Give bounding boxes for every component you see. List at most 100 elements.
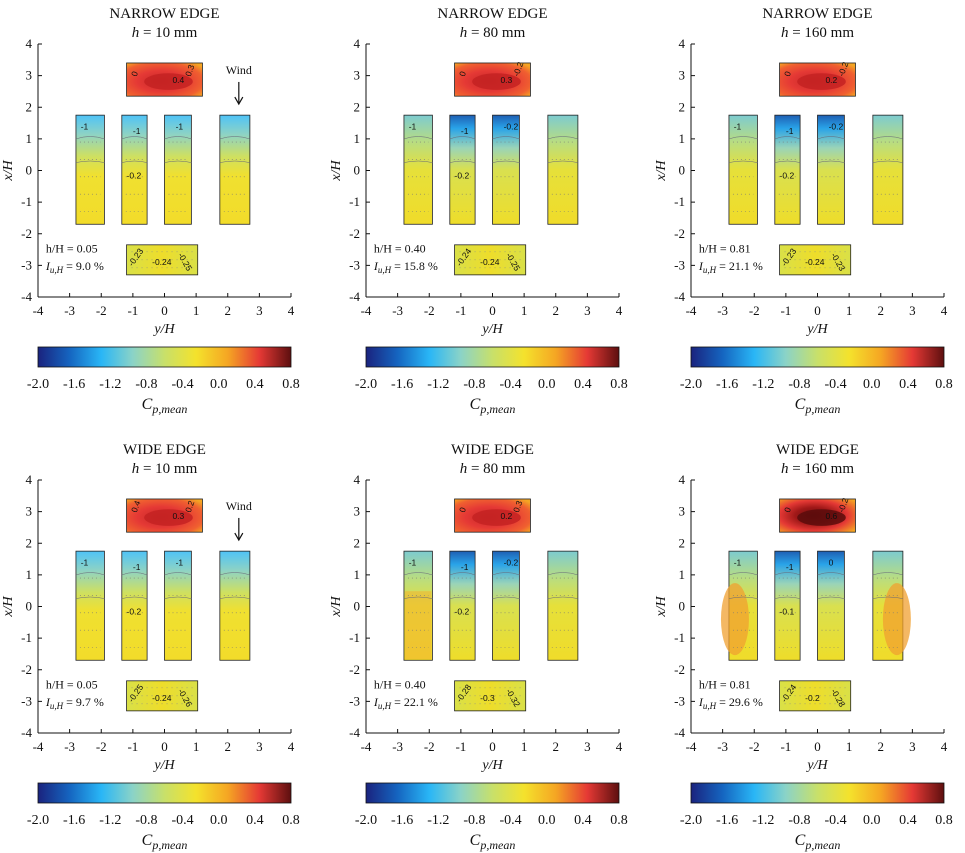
x-axis-label: y/H — [805, 758, 828, 773]
y-tick-label: 4 — [354, 472, 361, 487]
panel-3: WIDE EDGE h = 10 mm 4 3 2 1 0 -1 -2 -3 -4-4 -3 -2 -1 0… — [1, 442, 300, 852]
orange-patch — [720, 583, 749, 656]
y-tick-label: 0 — [26, 163, 33, 178]
colorbar-tick-label: -1.6 — [716, 813, 738, 828]
wall-zone — [164, 114, 192, 225]
colorbar-tick-label: -1.6 — [391, 813, 413, 828]
x-tick-label: 1 — [846, 739, 853, 754]
contour-line — [728, 160, 758, 163]
contour-line — [774, 572, 801, 576]
colorbar-tick-label: -0.8 — [788, 377, 810, 392]
colorbar-tick-label: 0.8 — [935, 377, 953, 392]
colorbar-tick-label: -0.8 — [788, 813, 810, 828]
wall-contour-label: -0.2 — [455, 606, 470, 616]
x-tick-label: 2 — [225, 303, 232, 318]
y-tick-label: -3 — [349, 693, 360, 708]
x-tick-label: 1 — [193, 303, 200, 318]
contour-line — [872, 136, 903, 140]
y-axis-label: x/H — [1, 160, 16, 182]
y-tick-label: 1 — [679, 131, 686, 146]
roof-contour-label: 0 — [457, 506, 468, 514]
panel-title: WIDE EDGE — [123, 442, 206, 458]
x-tick-label: -3 — [392, 739, 403, 754]
colorbar-tick-label: -0.8 — [463, 813, 485, 828]
contour-line — [817, 136, 845, 140]
contour-line — [121, 136, 148, 140]
windward-contour-label: -0.24 — [805, 257, 825, 267]
roof-contour-label: 0.2 — [183, 499, 197, 514]
roof-contour-label: 0.3 — [500, 75, 512, 85]
y-tick-label: -3 — [674, 257, 685, 272]
y-tick-label: -3 — [349, 257, 360, 272]
x-tick-label: -4 — [33, 739, 44, 754]
colorbar-tick-label: 0.0 — [210, 377, 228, 392]
y-tick-label: -2 — [674, 662, 685, 677]
wind-label: Wind — [226, 499, 252, 513]
y-tick-label: 2 — [679, 99, 686, 114]
y-tick-label: 0 — [354, 599, 361, 614]
wall-contour-label: -1 — [409, 557, 417, 567]
stat-turbulence: Iu,H = 9.7 % — [45, 695, 104, 711]
stat-h-ratio: h/H = 0.05 — [46, 678, 98, 692]
y-tick-label: 3 — [354, 504, 361, 519]
contour-line — [449, 136, 476, 140]
wall-zone — [728, 114, 758, 225]
y-tick-label: 3 — [26, 504, 33, 519]
stat-turbulence: Iu,H = 22.1 % — [373, 695, 438, 711]
y-tick-label: -1 — [21, 630, 32, 645]
y-tick-label: -2 — [349, 226, 360, 241]
x-tick-label: -4 — [33, 303, 44, 318]
colorbar-tick-label: -1.6 — [391, 377, 413, 392]
roof-core — [472, 509, 521, 526]
y-axis-label: x/H — [329, 160, 344, 182]
x-tick-label: 0 — [161, 739, 168, 754]
colorbar-tick-label: -0.8 — [463, 377, 485, 392]
y-tick-label: -4 — [21, 289, 32, 304]
x-tick-label: -2 — [424, 303, 435, 318]
y-tick-label: -3 — [21, 257, 32, 272]
y-tick-label: 2 — [354, 535, 361, 550]
x-tick-label: -3 — [392, 303, 403, 318]
contour-line — [547, 596, 578, 599]
x-tick-label: 0 — [489, 739, 496, 754]
colorbar-tick-label: -1.2 — [752, 377, 774, 392]
contour-line — [219, 572, 250, 576]
wall-contour-label: -1 — [176, 121, 184, 131]
panel-subtitle: h = 160 mm — [781, 461, 854, 477]
x-tick-label: -3 — [717, 739, 728, 754]
colorbar-tick-label: -1.6 — [63, 813, 85, 828]
wall-contour-label: -0.2 — [780, 170, 795, 180]
roof-contour-label: 0.2 — [500, 511, 512, 521]
x-tick-label: -2 — [96, 303, 107, 318]
colorbar-tick-label: -1.2 — [99, 813, 121, 828]
contour-line — [817, 572, 845, 576]
contour-line — [492, 596, 520, 599]
roof-core — [144, 73, 193, 90]
panel-4: WIDE EDGE h = 80 mm 4 3 2 1 0 -1 -2 -3 -4-4 -3 -2 -1 0… — [329, 442, 628, 852]
roof-contour-label: -0.2 — [836, 60, 850, 77]
y-tick-label: -2 — [21, 226, 32, 241]
contour-line — [403, 160, 433, 163]
wall-zone — [872, 114, 904, 225]
colorbar-tick-label: -0.4 — [824, 377, 846, 392]
colorbar — [690, 346, 945, 368]
wall-zone — [449, 550, 476, 661]
colorbar-tick-label: 0.4 — [246, 377, 264, 392]
y-tick-label: -3 — [674, 693, 685, 708]
colorbar-tick-label: 0.0 — [210, 813, 228, 828]
contour-line — [492, 136, 520, 140]
wall-zone — [75, 550, 105, 661]
x-tick-label: 3 — [584, 739, 591, 754]
colorbar — [37, 346, 292, 368]
contour-line — [817, 160, 845, 163]
contour-line — [219, 596, 250, 599]
colorbar-tick-label: -0.4 — [499, 377, 521, 392]
y-tick-label: 3 — [679, 504, 686, 519]
x-tick-label: -1 — [780, 303, 791, 318]
roof-core — [144, 509, 193, 526]
x-axis-label: y/H — [805, 322, 828, 337]
y-tick-label: -2 — [349, 662, 360, 677]
x-tick-label: -2 — [749, 303, 760, 318]
wall-contour-label: -1 — [176, 557, 184, 567]
wind-arrowhead — [234, 532, 244, 542]
